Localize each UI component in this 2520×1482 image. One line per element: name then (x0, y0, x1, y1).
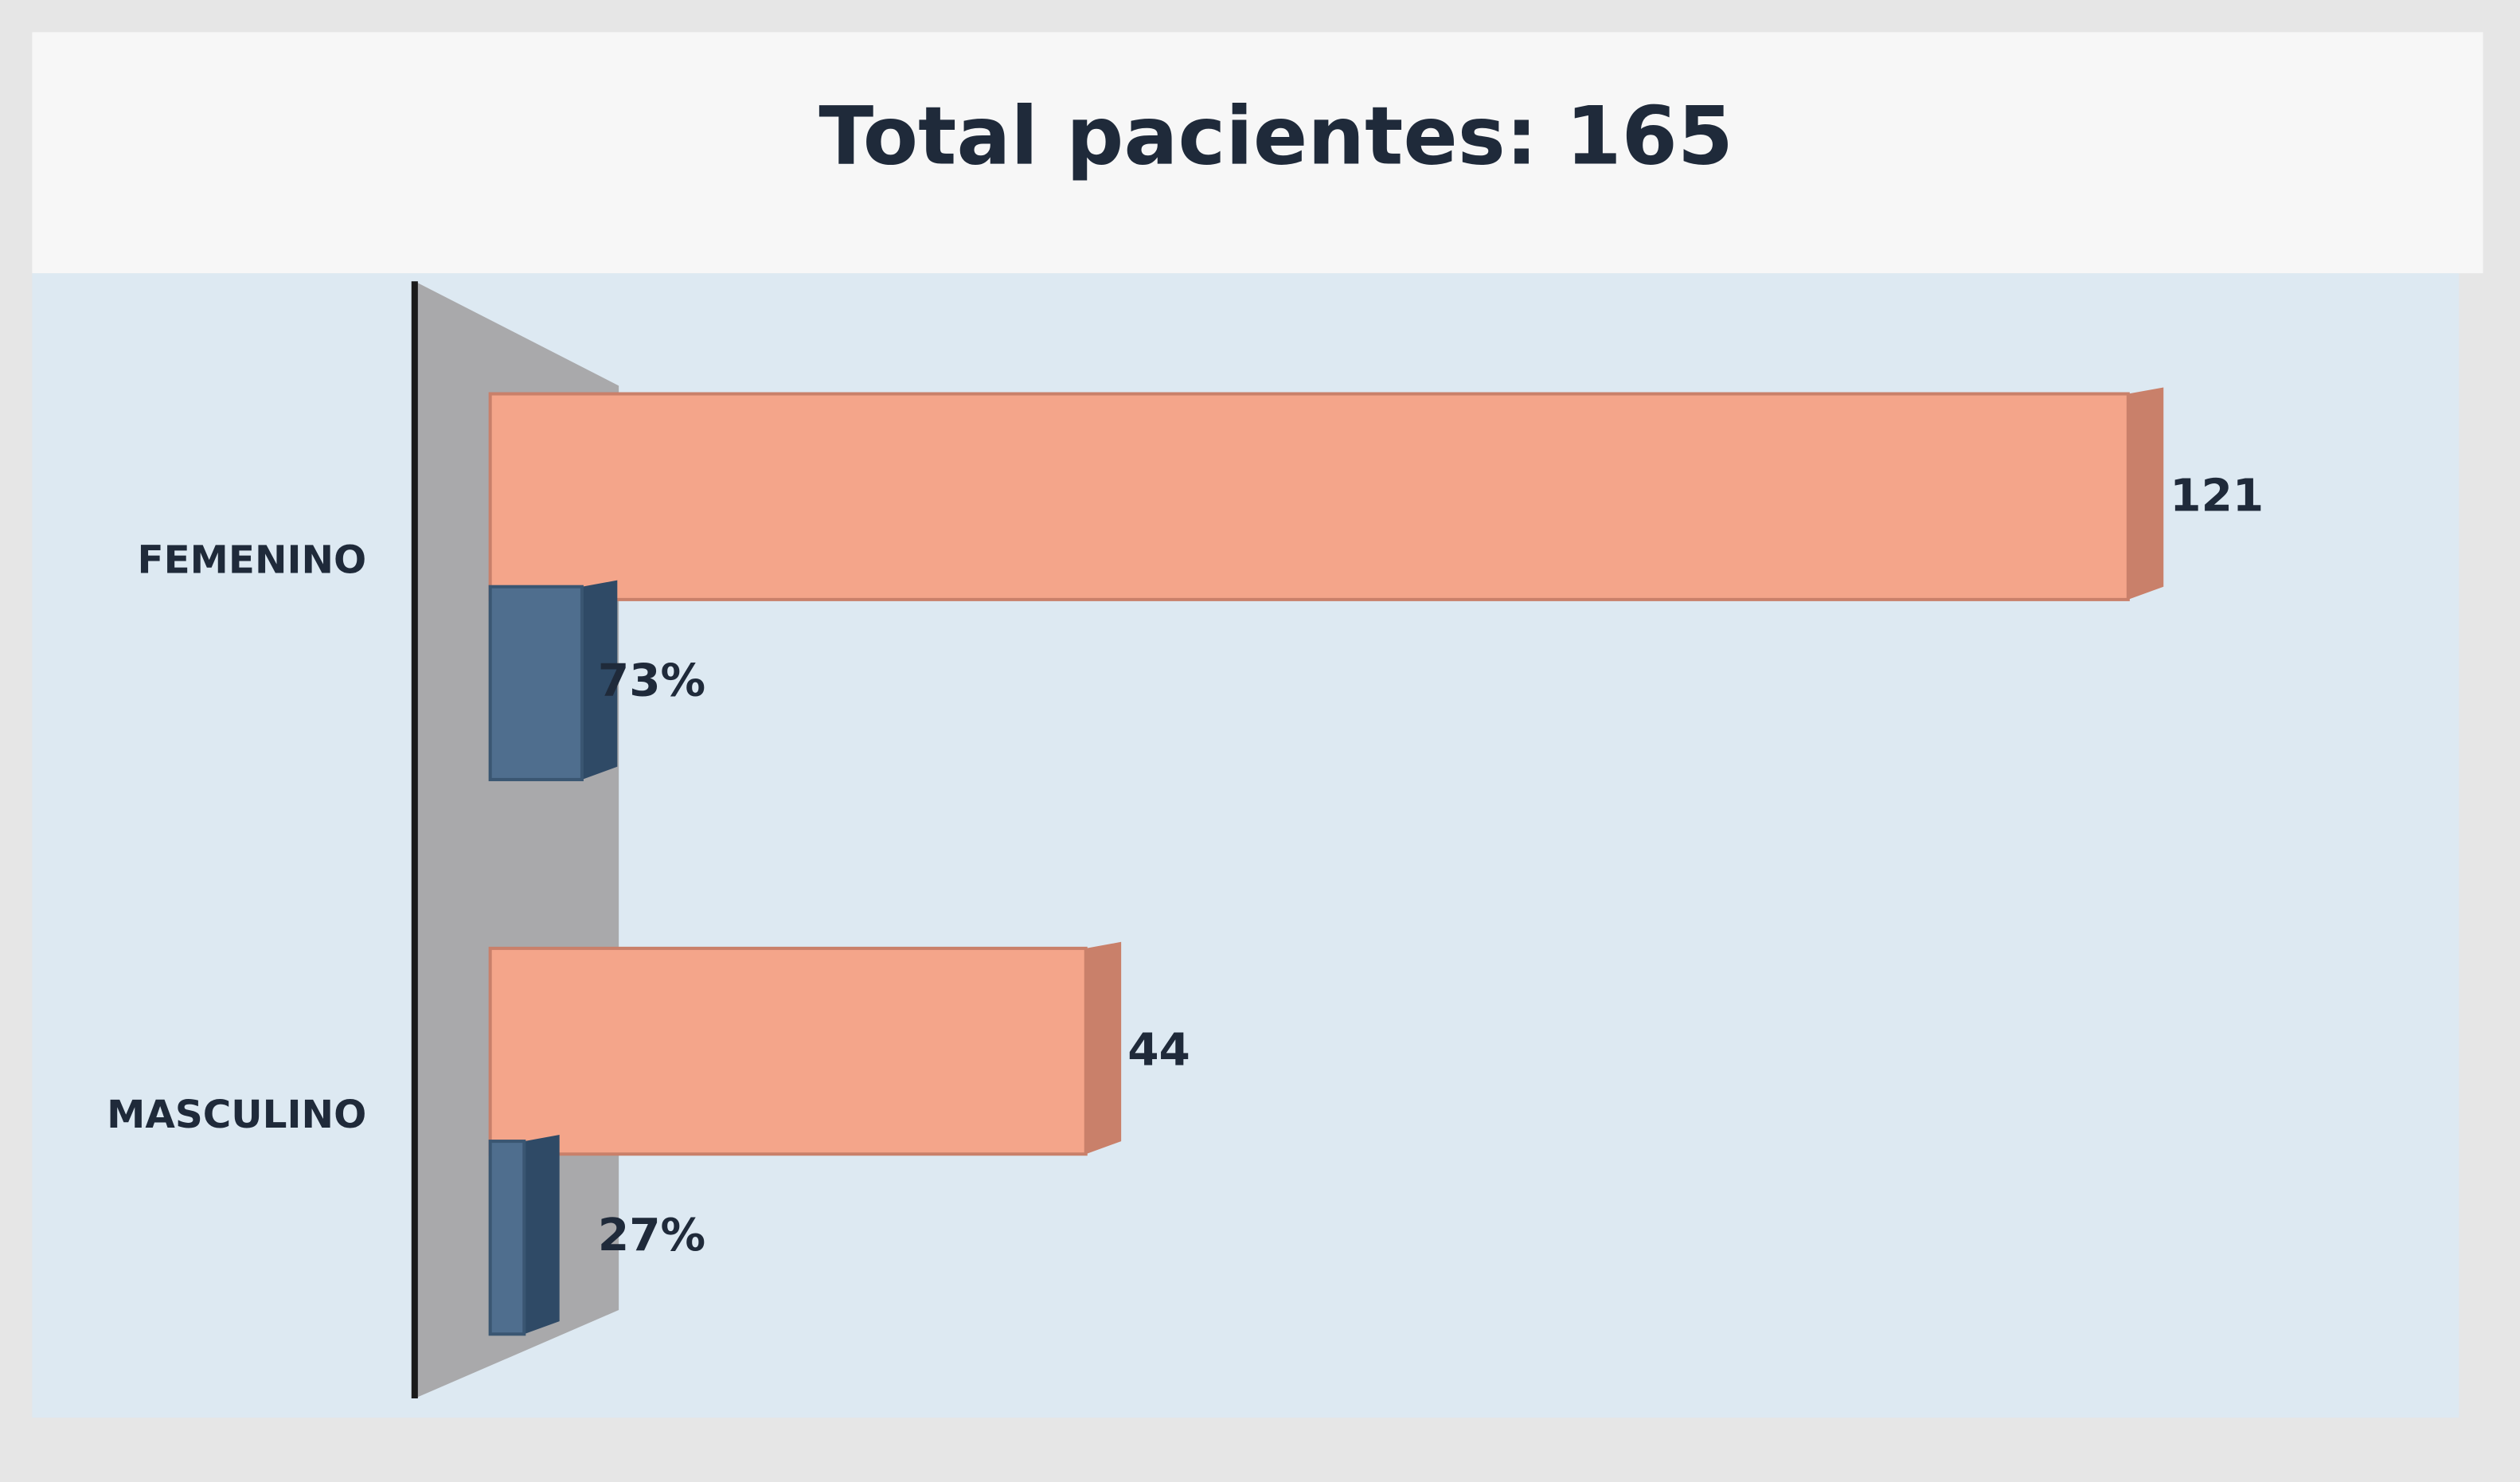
bar-side (2127, 387, 2164, 600)
bar (488, 946, 1088, 1156)
bar-side (581, 580, 618, 780)
bar-side (1085, 941, 1122, 1155)
title-area (32, 32, 2483, 274)
category-label: MASCULINO (107, 1093, 366, 1137)
bar-side (524, 1135, 560, 1335)
value-label: 121 (2170, 470, 2264, 522)
value-label: 44 (1127, 1025, 1190, 1077)
value-label: 27% (598, 1210, 705, 1261)
chart-title: Total pacientes: 165 (819, 88, 1733, 182)
category-label: FEMENINO (137, 538, 366, 582)
bar (488, 392, 2130, 601)
bar (488, 585, 584, 781)
value-label: 73% (598, 655, 705, 706)
bar (488, 1140, 526, 1336)
